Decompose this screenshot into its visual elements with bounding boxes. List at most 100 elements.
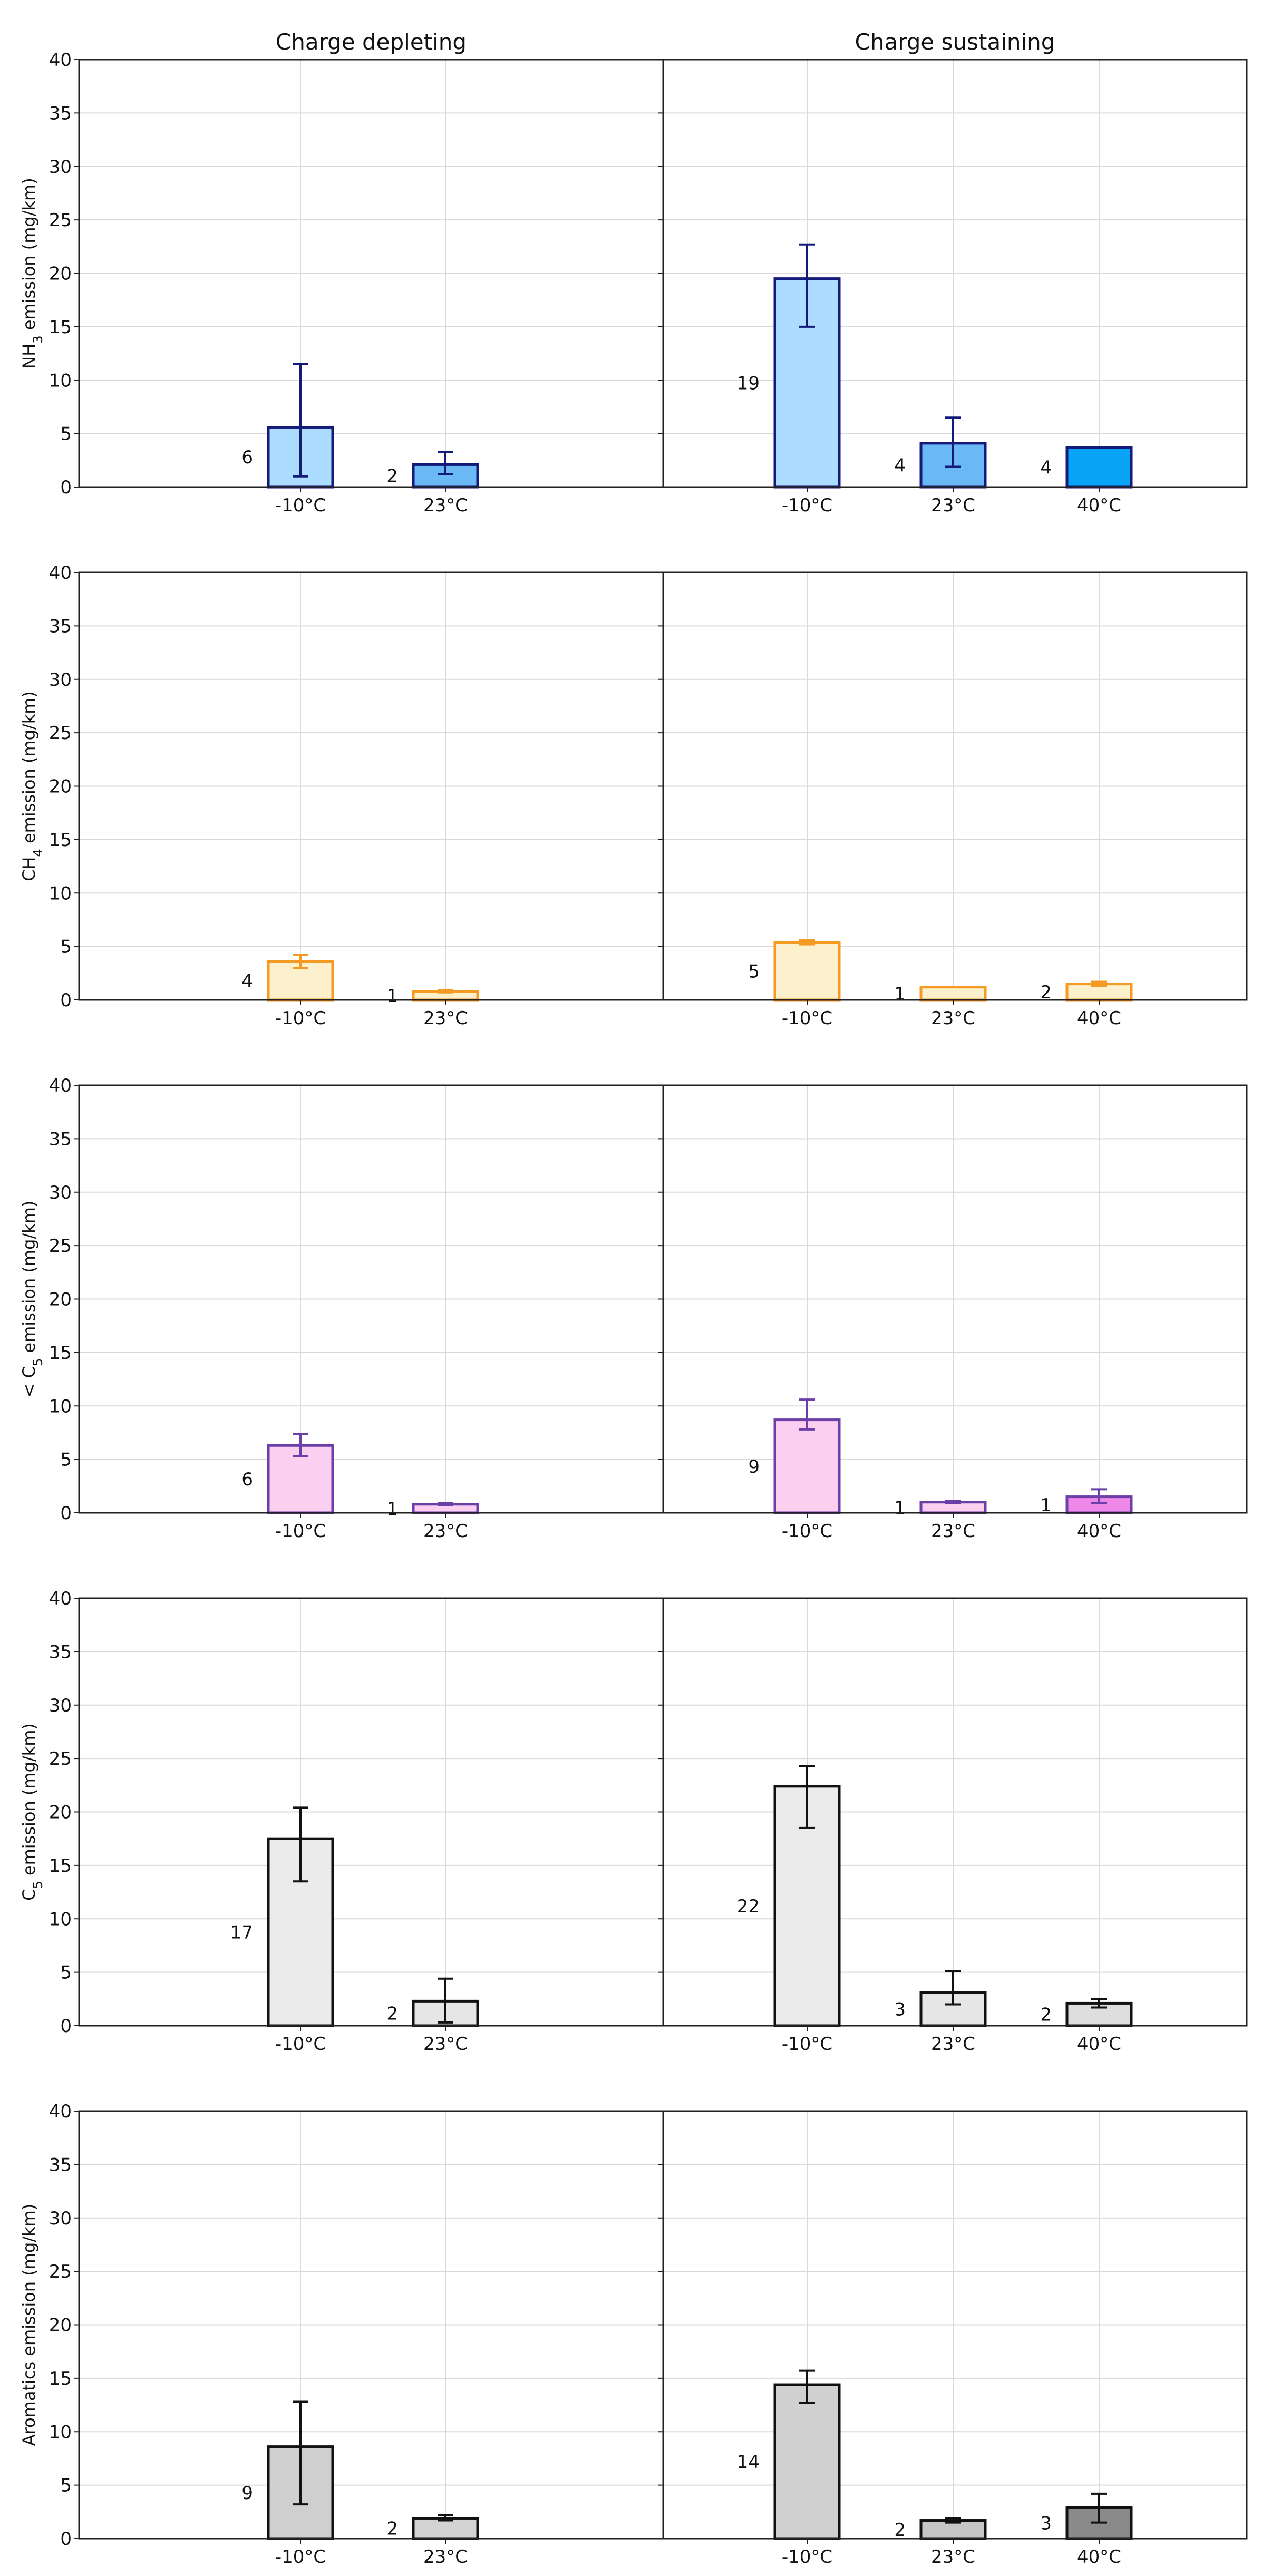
y-tick-label: 15: [49, 2368, 72, 2389]
y-tick-label: 25: [49, 723, 72, 744]
bar-value-label-10-c: 9: [748, 1456, 760, 1477]
bar-value-label-10-c: 5: [748, 961, 760, 982]
bar-value-label-40-c: 2: [1040, 2005, 1052, 2026]
chart-row-d: C5 emission (mg/km)051015202530354017-10…: [19, 1588, 1248, 2055]
y-axis-title-subscript: 5: [31, 1881, 45, 1889]
bar-value-label-23-c: 2: [386, 2004, 398, 2025]
x-tick-label-23-c: 23°C: [423, 1521, 468, 1542]
x-tick-label-10-c: -10°C: [782, 495, 832, 516]
y-tick-label: 15: [49, 317, 72, 338]
y-axis-title: < C5 emission (mg/km): [19, 1201, 45, 1398]
panel-charge-depleting: 9 -10°C 2 23°C: [74, 2110, 664, 2568]
bar-value-label-10-c: 17: [230, 1922, 253, 1943]
x-tick-label-23-c: 23°C: [423, 2034, 468, 2055]
y-axis-title-main: < C: [19, 1366, 39, 1397]
bar-value-label-23-c: 2: [894, 2520, 906, 2541]
y-tick-label: 25: [49, 1748, 72, 1770]
bar-40-c: [1065, 446, 1133, 489]
y-tick-label: 25: [49, 1236, 72, 1257]
bar-10-c: [773, 941, 841, 1002]
x-tick-label-23-c: 23°C: [423, 495, 468, 516]
bar-value-label-10-c: 22: [737, 1896, 760, 1917]
y-tick-label: 35: [49, 1641, 72, 1663]
panel-charge-depleting: 6 -10°C 1 23°C: [74, 1084, 664, 1542]
y-tick-label: 30: [49, 2208, 72, 2229]
bar-value-label-10-c: 6: [241, 447, 253, 468]
bar-23-c: [919, 1991, 987, 2027]
y-axis-title: C5 emission (mg/km): [19, 1723, 45, 1901]
y-tick-label: 35: [49, 616, 72, 637]
y-tick-label: 5: [60, 1450, 72, 1471]
y-axis-title-subscript: 4: [31, 849, 45, 857]
y-tick-label: 35: [49, 103, 72, 124]
x-tick-label-23-c: 23°C: [423, 2546, 468, 2568]
y-tick-label: 10: [49, 1396, 72, 1417]
x-tick-label-10-c: -10°C: [275, 2034, 326, 2055]
bar-value-label-23-c: 1: [894, 984, 906, 1005]
x-tick-label-40-c: 40°C: [1077, 1008, 1121, 1029]
y-tick-label: 0: [60, 477, 72, 498]
x-tick-label-23-c: 23°C: [423, 1008, 468, 1029]
y-tick-label: 5: [60, 1962, 72, 1984]
y-tick-label: 20: [49, 2315, 72, 2336]
x-tick-label-10-c: -10°C: [782, 1008, 832, 1029]
y-tick-label: 40: [49, 1588, 72, 1609]
panel-charge-depleting: 4 -10°C 1 23°C: [74, 571, 664, 1029]
y-axis-title-unit: emission (mg/km): [19, 1723, 39, 1881]
x-tick-label-40-c: 40°C: [1077, 2546, 1121, 2568]
panel-frame: [662, 1084, 1248, 1514]
y-axis-title-subscript: 3: [31, 335, 45, 343]
y-tick-label: 10: [49, 883, 72, 904]
y-axis-title: CH4 emission (mg/km): [19, 691, 45, 881]
panel-charge-sustaining: 5 -10°C 1 23°C 2 40°C: [658, 571, 1248, 1029]
y-axis-title: Aromatics emission (mg/km): [19, 2204, 39, 2446]
bar-value-label-23-c: 1: [386, 1499, 398, 1520]
y-tick-label: 15: [49, 1343, 72, 1364]
bar-value-label-40-c: 2: [1040, 982, 1052, 1003]
y-tick-label: 10: [49, 2422, 72, 2443]
y-axis-title-main: CH: [19, 857, 39, 881]
y-tick-label: 20: [49, 1289, 72, 1310]
y-axis-title-main: C: [19, 1889, 39, 1901]
y-axis-title-unit: emission (mg/km): [19, 178, 39, 335]
x-tick-label-23-c: 23°C: [931, 495, 975, 516]
bar-value-label-23-c: 1: [894, 1498, 906, 1519]
panel-frame: [662, 1597, 1248, 2027]
x-tick-label-40-c: 40°C: [1077, 2034, 1121, 2055]
y-tick-label: 15: [49, 1855, 72, 1877]
bar-value-label-23-c: 1: [386, 986, 398, 1007]
bar-value-label-23-c: 2: [386, 2519, 398, 2540]
panel-charge-depleting: 6 -10°C 2 23°C: [74, 59, 664, 516]
y-tick-label: 40: [49, 1075, 72, 1096]
x-tick-label-23-c: 23°C: [931, 1521, 975, 1542]
y-tick-label: 30: [49, 1182, 72, 1203]
y-tick-label: 20: [49, 1802, 72, 1823]
panel-charge-sustaining: 14 -10°C 2 23°C 3 40°C: [658, 2110, 1248, 2568]
chart-row-a: NH3 emission (mg/km) 0 5 10 15 20 25 30 35 40 6 -10…: [19, 50, 1248, 516]
column-title-charge-sustaining: Charge sustaining: [855, 29, 1055, 55]
y-tick-label: 30: [49, 669, 72, 691]
bar-23-c: [919, 986, 987, 1002]
y-tick-label: 0: [60, 1503, 72, 1524]
x-tick-label-23-c: 23°C: [931, 2034, 975, 2055]
y-axis-title-unit: emission (mg/km): [19, 691, 39, 849]
y-tick-label: 35: [49, 1129, 72, 1150]
bar-value-label-23-c: 2: [386, 466, 398, 487]
column-title-charge-depleting: Charge depleting: [276, 29, 467, 55]
x-tick-label-10-c: -10°C: [782, 2546, 832, 2568]
panel-charge-sustaining: 22 -10°C 3 23°C 2 40°C: [658, 1597, 1248, 2055]
panel-frame: [662, 571, 1248, 1001]
y-axis-title-main: Aromatics emission (mg/km): [19, 2204, 39, 2446]
x-tick-label-23-c: 23°C: [931, 2546, 975, 2568]
panel-charge-sustaining: 19 -10°C 4 23°C 4 40°C: [658, 59, 1248, 516]
y-axis-title-main: NH: [19, 344, 39, 369]
y-tick-label: 0: [60, 990, 72, 1011]
y-tick-label: 20: [49, 776, 72, 798]
x-tick-label-10-c: -10°C: [782, 1521, 832, 1542]
panel-frame: [662, 59, 1248, 488]
bar-10-c: [773, 2383, 841, 2540]
y-tick-label: 10: [49, 1909, 72, 1930]
y-tick-label: 5: [60, 937, 72, 958]
chart-row-e: Aromatics emission (mg/km) 0 5 10 15 20 25 30 35…: [19, 2101, 1248, 2568]
